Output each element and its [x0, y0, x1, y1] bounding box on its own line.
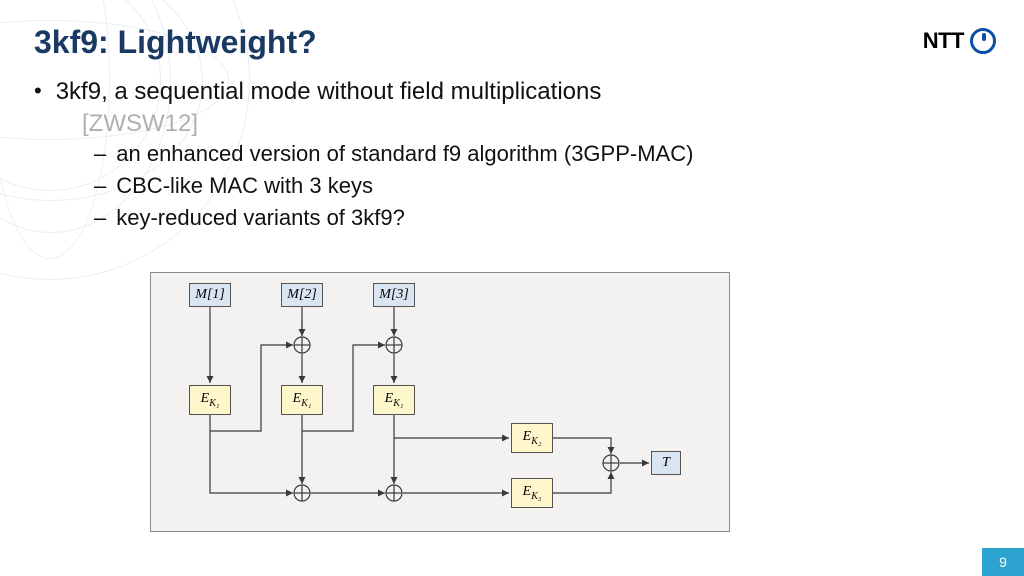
- sub-bullet-3-text: key-reduced variants of 3kf9?: [116, 205, 405, 230]
- ntt-logo: NTT: [923, 28, 996, 54]
- logo-ring-icon: [970, 28, 996, 54]
- enc-block-k1-2: EK₁: [281, 385, 323, 415]
- diagram-svg: [151, 273, 731, 533]
- enc-block-k3: EK₃: [511, 478, 553, 508]
- diagram-3kf9: M[1] M[2] M[3] EK₁ EK₁ EK₁ EK₂ EK₃ T: [150, 272, 730, 532]
- xor-icon: [603, 455, 619, 471]
- sub-bullet-2: –CBC-like MAC with 3 keys: [94, 170, 964, 202]
- sub-bullet-2-text: CBC-like MAC with 3 keys: [116, 173, 373, 198]
- bullet-main-text: 3kf9, a sequential mode without field mu…: [56, 76, 602, 108]
- sub-bullet-1: –an enhanced version of standard f9 algo…: [94, 138, 964, 170]
- enc-block-k1-3: EK₁: [373, 385, 415, 415]
- bullet-dot-icon: •: [34, 76, 42, 108]
- enc-block-k1-1: EK₁: [189, 385, 231, 415]
- xor-icon: [386, 485, 402, 501]
- page-title: 3kf9: Lightweight?: [34, 24, 317, 61]
- citation-ref: [ZWSW12]: [82, 110, 964, 138]
- enc-block-k2: EK₂: [511, 423, 553, 453]
- msg-block-2: M[2]: [281, 283, 323, 307]
- page-number: 9: [982, 548, 1024, 576]
- msg-block-1: M[1]: [189, 283, 231, 307]
- bullet-list: • 3kf9, a sequential mode without field …: [34, 76, 964, 234]
- xor-icon: [386, 337, 402, 353]
- tag-output: T: [651, 451, 681, 475]
- bullet-main: • 3kf9, a sequential mode without field …: [34, 76, 964, 108]
- logo-text: NTT: [923, 28, 964, 54]
- xor-icon: [294, 337, 310, 353]
- xor-icon: [294, 485, 310, 501]
- sub-bullet-3: –key-reduced variants of 3kf9?: [94, 202, 964, 234]
- msg-block-3: M[3]: [373, 283, 415, 307]
- sub-bullet-1-text: an enhanced version of standard f9 algor…: [116, 141, 693, 166]
